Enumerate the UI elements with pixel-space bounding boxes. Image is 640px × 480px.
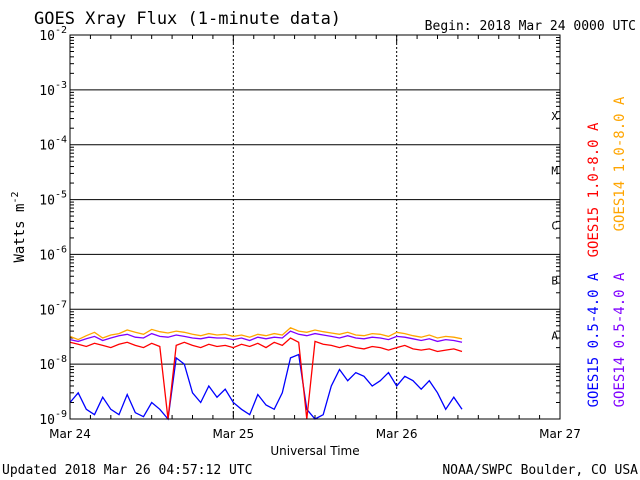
flare-class-label: B <box>551 274 558 287</box>
y-tick-label-exponent: -7 <box>55 299 67 310</box>
series-line <box>69 337 463 420</box>
y-tick-label: 10-8 <box>39 354 67 373</box>
y-axis-label-main: Watts m <box>12 204 28 263</box>
flare-class-label: M <box>551 165 558 178</box>
y-tick-label-exponent: -5 <box>55 190 67 201</box>
y-tick-label-exponent: -9 <box>55 409 67 420</box>
begin-label: Begin: 2018 Mar 24 0000 UTC <box>425 19 636 34</box>
legend-label: GOES14 0.5-4.0 A <box>612 272 628 407</box>
series-line <box>69 353 463 421</box>
legend-label: GOES14 1.0-8.0 A <box>612 96 628 231</box>
updated-timestamp: Updated 2018 Mar 26 04:57:12 UTC <box>2 463 252 478</box>
y-axis-label-sup: -2 <box>10 191 21 203</box>
series-line <box>69 327 463 341</box>
y-tick-labels: 10-210-310-410-510-610-710-810-9 <box>39 25 67 428</box>
flare-class-label: X <box>551 110 558 123</box>
y-tick-label: 10-2 <box>39 25 67 44</box>
x-axis-label: Universal Time <box>270 444 359 458</box>
y-tick-label-exponent: -8 <box>55 354 67 365</box>
legend: GOES15 1.0-8.0 A GOES14 1.0-8.0 A GOES15 0… <box>586 96 628 407</box>
flare-class-label: A <box>551 329 558 342</box>
y-tick-label-base: 10 <box>39 358 55 373</box>
legend-entry: GOES14 1.0-8.0 A <box>612 96 628 231</box>
y-tick-label-base: 10 <box>39 413 55 428</box>
series-layer <box>69 327 463 421</box>
plot-frame <box>69 34 561 420</box>
y-tick-label: 10-5 <box>39 190 67 209</box>
y-tick-label-base: 10 <box>39 303 55 318</box>
credit-label: NOAA/SWPC Boulder, CO USA <box>442 463 638 478</box>
x-tick-label: Mar 24 <box>49 427 91 441</box>
legend-label: GOES15 1.0-8.0 A <box>586 122 602 257</box>
flare-class-labels: X M C B A <box>551 110 558 342</box>
x-tick-label: Mar 26 <box>376 427 418 441</box>
y-tick-label: 10-6 <box>39 244 67 263</box>
y-tick-label-base: 10 <box>39 194 55 209</box>
legend-label: GOES15 0.5-4.0 A <box>586 272 602 407</box>
y-tick-label-exponent: -4 <box>55 135 67 146</box>
flare-class-label: C <box>551 220 558 233</box>
y-tick-label-exponent: -6 <box>55 244 67 255</box>
legend-entry: GOES15 0.5-4.0 A <box>586 272 602 407</box>
y-axis-label: Watts m-2 <box>10 191 28 262</box>
y-tick-label: 10-4 <box>39 135 67 154</box>
grid-layer <box>69 35 561 419</box>
series-line <box>69 330 463 343</box>
chart-title: GOES Xray Flux (1-minute data) <box>34 9 341 29</box>
y-tick-label-base: 10 <box>39 84 55 99</box>
legend-entry: GOES14 0.5-4.0 A <box>612 272 628 407</box>
y-tick-label-base: 10 <box>39 29 55 44</box>
y-tick-label: 10-3 <box>39 80 67 99</box>
x-tick-label: Mar 27 <box>539 427 581 441</box>
x-tick-labels: Mar 24 Mar 25 Mar 26 Mar 27 <box>49 427 581 441</box>
x-tick-label: Mar 25 <box>212 427 254 441</box>
y-axis-label-group: Watts m-2 <box>10 191 28 262</box>
y-tick-label: 10-9 <box>39 409 67 428</box>
y-tick-label-exponent: -2 <box>55 25 67 36</box>
legend-entry: GOES15 1.0-8.0 A <box>586 122 602 257</box>
y-tick-label: 10-7 <box>39 299 67 318</box>
y-tick-label-exponent: -3 <box>55 80 67 91</box>
y-tick-label-base: 10 <box>39 248 55 263</box>
y-tick-label-base: 10 <box>39 139 55 154</box>
